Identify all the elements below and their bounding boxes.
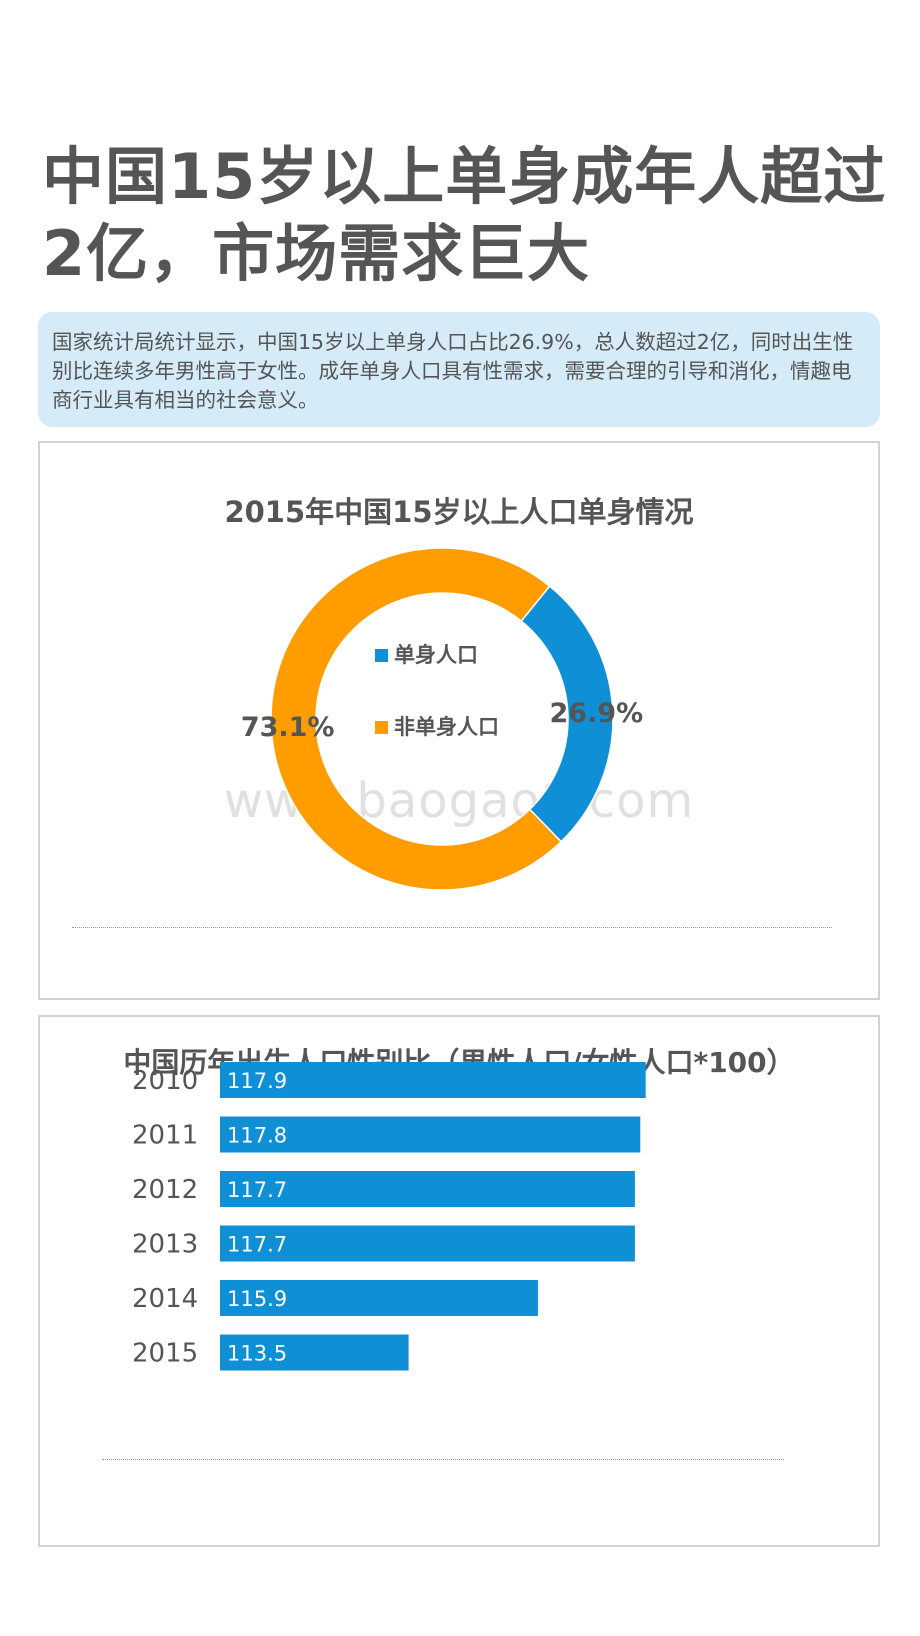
donut-chart-card: 2015年中国15岁以上人口单身情况 www.baogao8.com 26.9%… — [38, 441, 880, 1000]
donut-divider — [72, 927, 832, 928]
bar-value-2012: 117.7 — [227, 1178, 287, 1202]
bar-value-2010: 117.9 — [227, 1069, 287, 1093]
legend-label-非单身人口: 非单身人口 — [394, 715, 499, 739]
legend-swatch-单身人口 — [375, 649, 388, 662]
bar-2010 — [220, 1062, 646, 1098]
bar-2011 — [220, 1116, 641, 1153]
bar-chart: 2010 117.9 2011 117.8 2012 117.7 2013 117.7 2014… — [132, 1062, 646, 1371]
bar-category-2012: 2012 — [132, 1175, 198, 1205]
bar-value-2015: 113.5 — [227, 1342, 287, 1366]
bar-divider — [102, 1459, 784, 1460]
donut-chart-title: 2015年中国15岁以上人口单身情况 — [224, 495, 694, 529]
bar-2015 — [220, 1334, 409, 1371]
bar-category-2015: 2015 — [132, 1339, 198, 1369]
page-title: 中国15岁以上单身成年人超过2亿，市场需求巨大 — [42, 140, 887, 290]
bar-category-2014: 2014 — [132, 1284, 198, 1314]
bar-chart-card: 中国历年出生人口性别比（男性人口/女性人口*100） 2010117.92011… — [38, 1015, 880, 1547]
bar-2014 — [220, 1280, 538, 1316]
bar-category-2013: 2013 — [132, 1230, 198, 1260]
legend-swatch-非单身人口 — [375, 721, 388, 734]
bar-value-2011: 117.8 — [227, 1124, 287, 1148]
bar-category-2011: 2011 — [132, 1121, 198, 1151]
legend-label-单身人口: 单身人口 — [394, 643, 478, 667]
bar-2013 — [220, 1225, 635, 1262]
intro-text-box: 国家统计局统计显示，中国15岁以上单身人口占比26.9%，总人数超过2亿，同时出… — [38, 312, 880, 427]
bar-2012 — [220, 1171, 635, 1207]
donut-label-单身人口: 26.9% — [550, 698, 644, 729]
bar-value-2014: 115.9 — [227, 1287, 287, 1311]
donut-label-非单身人口: 73.1% — [241, 712, 335, 743]
bar-value-2013: 117.7 — [227, 1233, 287, 1257]
bar-category-2010: 2010 — [132, 1066, 198, 1096]
donut-slice-非单身人口 — [270, 547, 563, 891]
